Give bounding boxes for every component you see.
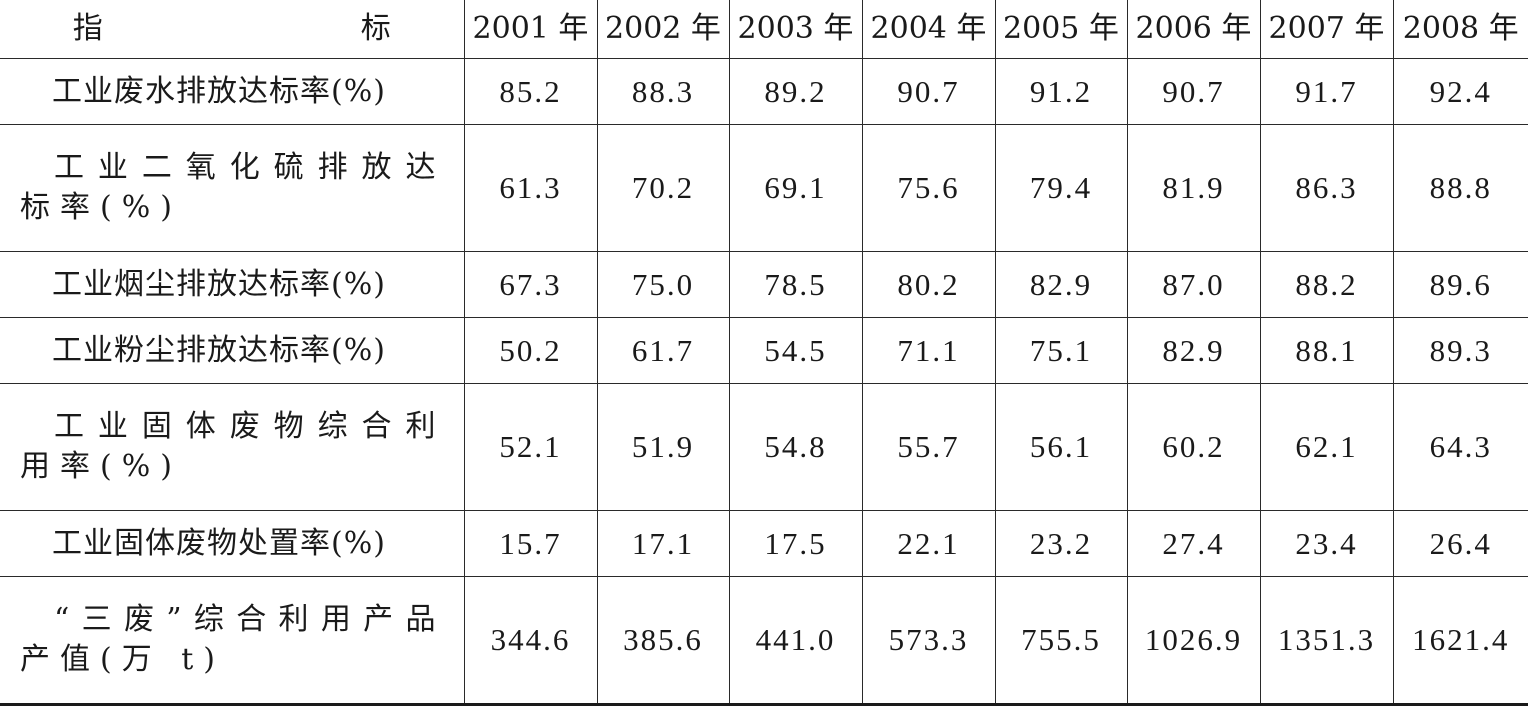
table-cell: 61.7 bbox=[596, 317, 730, 384]
column-header-indicator: 指 标 bbox=[0, 0, 465, 59]
table-cell: 75.1 bbox=[994, 317, 1128, 384]
table-cell: 90.7 bbox=[861, 58, 996, 125]
table-cell: 1621.4 bbox=[1392, 576, 1528, 705]
row-label: 工业二氧化硫排放达标率(%) bbox=[0, 124, 465, 252]
table-cell: 88.1 bbox=[1259, 317, 1394, 384]
table-cell: 91.7 bbox=[1259, 58, 1394, 125]
table-row: 工业粉尘排放达标率(%) 50.2 61.7 54.5 71.1 75.1 82… bbox=[0, 317, 1528, 384]
table-cell: 385.6 bbox=[596, 576, 730, 705]
table-cell: 88.2 bbox=[1259, 251, 1394, 318]
table-cell: 755.5 bbox=[994, 576, 1128, 705]
column-header-year: 2003 年 bbox=[728, 0, 863, 59]
table-row: “三废”综合利用产品产值(万 t) 344.6 385.6 441.0 573.… bbox=[0, 576, 1528, 705]
table-cell: 82.9 bbox=[1126, 317, 1261, 384]
table-cell: 573.3 bbox=[861, 576, 996, 705]
column-header-year: 2007 年 bbox=[1259, 0, 1394, 59]
table-row: 工业固体废物处置率(%) 15.7 17.1 17.5 22.1 23.2 27… bbox=[0, 510, 1528, 577]
table-cell: 1026.9 bbox=[1126, 576, 1261, 705]
table-cell: 54.5 bbox=[728, 317, 863, 384]
column-header-year: 2002 年 bbox=[596, 0, 730, 59]
table-cell: 71.1 bbox=[861, 317, 996, 384]
table-cell: 85.2 bbox=[463, 58, 598, 125]
table-cell: 54.8 bbox=[728, 383, 863, 511]
table-cell: 64.3 bbox=[1392, 383, 1528, 511]
table-cell: 80.2 bbox=[861, 251, 996, 318]
column-header-year: 2001 年 bbox=[463, 0, 598, 59]
table-cell: 89.3 bbox=[1392, 317, 1528, 384]
table-row: 工业烟尘排放达标率(%) 67.3 75.0 78.5 80.2 82.9 87… bbox=[0, 251, 1528, 318]
table-cell: 82.9 bbox=[994, 251, 1128, 318]
table-cell: 69.1 bbox=[728, 124, 863, 252]
table-cell: 441.0 bbox=[728, 576, 863, 705]
table-cell: 67.3 bbox=[463, 251, 598, 318]
table-cell: 81.9 bbox=[1126, 124, 1261, 252]
column-header-year: 2004 年 bbox=[861, 0, 996, 59]
table-cell: 52.1 bbox=[463, 383, 598, 511]
table-cell: 61.3 bbox=[463, 124, 598, 252]
table-cell: 75.0 bbox=[596, 251, 730, 318]
table-row: 工业二氧化硫排放达标率(%) 61.3 70.2 69.1 75.6 79.4 … bbox=[0, 124, 1528, 252]
table-cell: 89.6 bbox=[1392, 251, 1528, 318]
table-cell: 51.9 bbox=[596, 383, 730, 511]
table-cell: 88.3 bbox=[596, 58, 730, 125]
table-cell: 62.1 bbox=[1259, 383, 1394, 511]
column-header-year: 2006 年 bbox=[1126, 0, 1261, 59]
table-row: 工业固体废物综合利用率(%) 52.1 51.9 54.8 55.7 56.1 … bbox=[0, 383, 1528, 511]
table-cell: 27.4 bbox=[1126, 510, 1261, 577]
row-label: “三废”综合利用产品产值(万 t) bbox=[0, 576, 465, 705]
table-cell: 91.2 bbox=[994, 58, 1128, 125]
table-cell: 56.1 bbox=[994, 383, 1128, 511]
row-label: 工业固体废物综合利用率(%) bbox=[0, 383, 465, 511]
table-cell: 90.7 bbox=[1126, 58, 1261, 125]
table-cell: 22.1 bbox=[861, 510, 996, 577]
row-label: 工业烟尘排放达标率(%) bbox=[0, 251, 465, 318]
table-cell: 50.2 bbox=[463, 317, 598, 384]
row-label: 工业废水排放达标率(%) bbox=[0, 58, 465, 125]
table-cell: 79.4 bbox=[994, 124, 1128, 252]
table-cell: 78.5 bbox=[728, 251, 863, 318]
table-row: 工业废水排放达标率(%) 85.2 88.3 89.2 90.7 91.2 90… bbox=[0, 58, 1528, 125]
table-cell: 87.0 bbox=[1126, 251, 1261, 318]
table-cell: 17.5 bbox=[728, 510, 863, 577]
column-header-year: 2008 年 bbox=[1392, 0, 1528, 59]
table-cell: 92.4 bbox=[1392, 58, 1528, 125]
table-cell: 1351.3 bbox=[1259, 576, 1394, 705]
table-cell: 23.2 bbox=[994, 510, 1128, 577]
table-cell: 86.3 bbox=[1259, 124, 1394, 252]
row-label: 工业粉尘排放达标率(%) bbox=[0, 317, 465, 384]
table-cell: 89.2 bbox=[728, 58, 863, 125]
table-cell: 17.1 bbox=[596, 510, 730, 577]
header-row: 指 标 2001 年 2002 年 2003 年 2004 年 2005 年 2… bbox=[0, 0, 1528, 59]
table-cell: 23.4 bbox=[1259, 510, 1394, 577]
row-label: 工业固体废物处置率(%) bbox=[0, 510, 465, 577]
table-cell: 88.8 bbox=[1392, 124, 1528, 252]
table-cell: 70.2 bbox=[596, 124, 730, 252]
table-cell: 75.6 bbox=[861, 124, 996, 252]
table-cell: 344.6 bbox=[463, 576, 598, 705]
table-cell: 26.4 bbox=[1392, 510, 1528, 577]
table-cell: 60.2 bbox=[1126, 383, 1261, 511]
table-cell: 55.7 bbox=[861, 383, 996, 511]
column-header-year: 2005 年 bbox=[994, 0, 1128, 59]
table-cell: 15.7 bbox=[463, 510, 598, 577]
